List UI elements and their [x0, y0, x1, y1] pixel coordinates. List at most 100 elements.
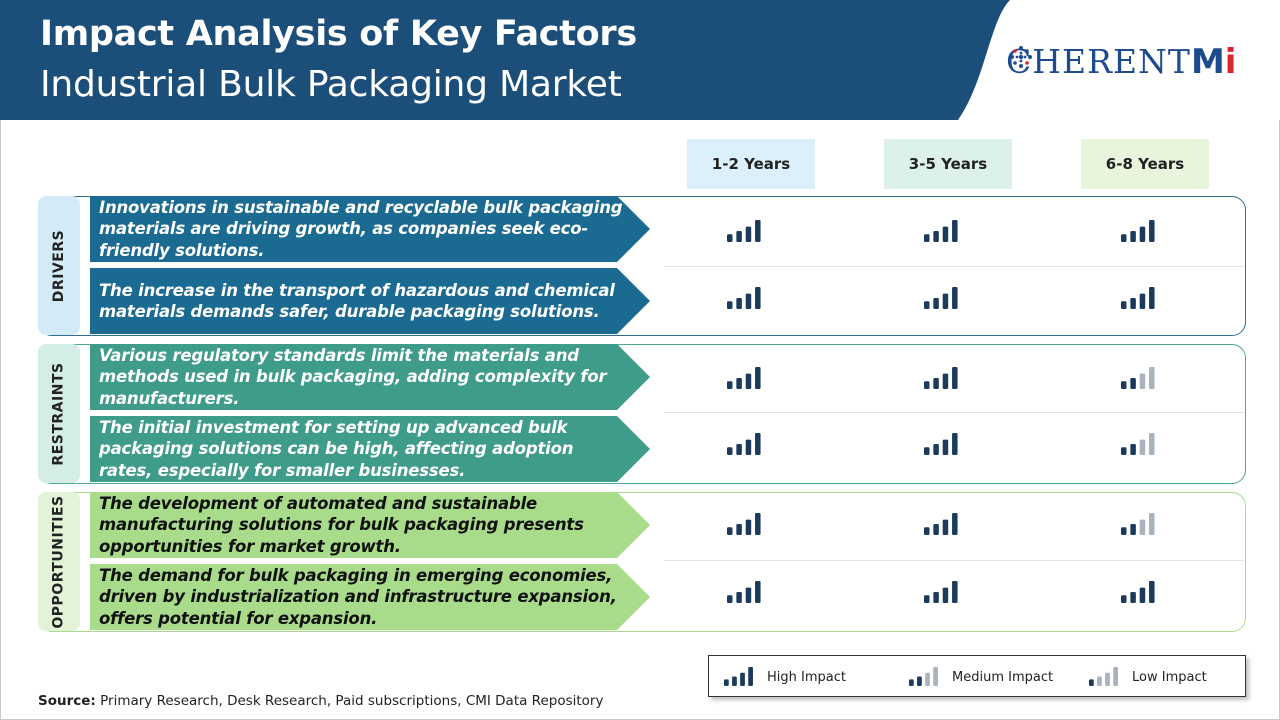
impact-bar: [727, 301, 733, 309]
impact-bar: [933, 378, 939, 389]
impact-bar: [1097, 676, 1102, 686]
impact-bars: [727, 581, 761, 603]
impact-bar: [755, 433, 761, 455]
impact-bar: [942, 519, 949, 535]
impact-bars: [1121, 367, 1155, 389]
impact-bar: [1089, 679, 1094, 686]
factor-text: The demand for bulk packaging in emergin…: [99, 565, 617, 628]
factor-text: The initial investment for setting up ad…: [99, 417, 574, 480]
impact-bar: [1130, 231, 1136, 242]
impact-bars: [924, 433, 958, 455]
impact-high-icon: [1120, 220, 1160, 244]
impact-high-icon: [726, 287, 766, 311]
row-divider: [664, 266, 1244, 267]
impact-bar: [755, 581, 761, 603]
impact-bar: [924, 381, 930, 389]
impact-bar: [727, 234, 733, 242]
impact-bar: [952, 220, 958, 242]
medium-impact-icon: [909, 667, 938, 686]
high-impact-icon: [724, 667, 753, 686]
column-header-3-5-years: 3-5 Years: [884, 139, 1012, 189]
impact-bar: [1130, 444, 1136, 455]
source-label: Source:: [38, 693, 96, 709]
impact-bar: [736, 378, 742, 389]
legend-medium-label: Medium Impact: [952, 669, 1054, 685]
impact-high-icon: [726, 513, 766, 537]
impact-bars: [1121, 220, 1155, 242]
impact-bars: [727, 367, 761, 389]
impact-bar: [755, 367, 761, 389]
impact-high-icon: [726, 367, 766, 391]
column-header-6-8-years: 6-8 Years: [1081, 139, 1209, 189]
impact-bar: [942, 293, 949, 309]
impact-bar: [924, 301, 930, 309]
impact-bars: [924, 581, 958, 603]
impact-bar: [727, 595, 733, 603]
impact-bar: [1121, 381, 1127, 389]
impact-bar: [924, 527, 930, 535]
impact-bar: [952, 367, 958, 389]
impact-bars: [727, 513, 761, 535]
impact-medium-icon: [1120, 513, 1160, 537]
impact-bar: [1130, 524, 1136, 535]
opportunities-label: OPPORTUNITIES: [51, 494, 68, 629]
impact-bar: [1130, 378, 1136, 389]
impact-high-icon: [726, 220, 766, 244]
impact-bar: [755, 220, 761, 242]
impact-bar: [925, 672, 930, 686]
legend-high: High Impact: [723, 666, 846, 688]
legend-low: Low Impact: [1088, 666, 1207, 688]
impact-bar: [952, 581, 958, 603]
impact-bar: [724, 679, 729, 686]
page-subtitle: Industrial Bulk Packaging Market: [40, 64, 622, 105]
legend: High Impact Medium Impact Low Impact: [708, 655, 1246, 697]
legend-high-label: High Impact: [767, 669, 846, 685]
impact-bars: [924, 287, 958, 309]
impact-bar: [924, 234, 930, 242]
impact-bar: [924, 447, 930, 455]
impact-bar: [755, 287, 761, 309]
impact-bar: [1139, 439, 1146, 455]
impact-high-icon: [726, 433, 766, 457]
page-title: Impact Analysis of Key Factors: [40, 14, 637, 54]
impact-bars: [727, 433, 761, 455]
impact-bars: [1121, 433, 1155, 455]
impact-bar: [1139, 293, 1146, 309]
row-divider: [664, 412, 1244, 413]
impact-bar: [736, 231, 742, 242]
impact-high-icon: [1120, 581, 1160, 605]
impact-bar: [748, 667, 753, 686]
impact-bar: [745, 587, 752, 603]
impact-bar: [1139, 519, 1146, 535]
impact-bar: [745, 226, 752, 242]
impact-bar: [1121, 447, 1127, 455]
column-header-1-2-years: 1-2 Years: [687, 139, 815, 189]
impact-bar: [745, 519, 752, 535]
impact-bar: [1149, 513, 1155, 535]
impact-bar: [942, 439, 949, 455]
impact-bar: [942, 587, 949, 603]
header: Impact Analysis of Key Factors Industria…: [0, 0, 1280, 120]
impact-bar: [909, 679, 914, 686]
impact-high-icon: [923, 367, 963, 391]
impact-bar: [736, 524, 742, 535]
logo-globe-icon: [1010, 46, 1032, 68]
impact-bar: [1121, 234, 1127, 242]
legend-medium: Medium Impact: [908, 666, 1053, 688]
impact-high-icon: [923, 220, 963, 244]
restraints-tab: RESTRAINTS: [38, 344, 80, 483]
impact-bars: [924, 513, 958, 535]
impact-bar: [736, 298, 742, 309]
impact-bars: [924, 220, 958, 242]
impact-bar: [1139, 373, 1146, 389]
impact-bar: [1105, 672, 1110, 686]
impact-bar: [1149, 220, 1155, 242]
impact-bar: [740, 672, 745, 686]
impact-bar: [933, 444, 939, 455]
impact-high-icon: [923, 513, 963, 537]
impact-bars: [1121, 581, 1155, 603]
impact-bar: [745, 439, 752, 455]
impact-bar: [933, 667, 938, 686]
impact-bar: [1121, 527, 1127, 535]
company-logo: C HERENTMi: [1006, 42, 1237, 82]
